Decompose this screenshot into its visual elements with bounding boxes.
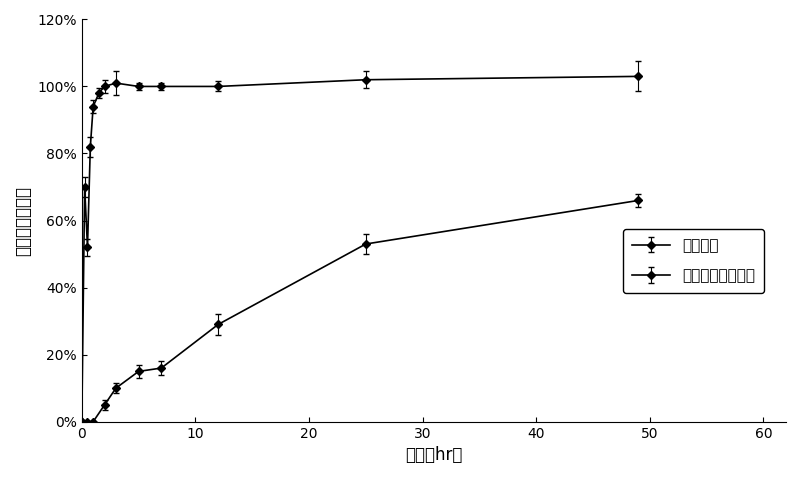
Y-axis label: 累积释放百分率: 累积释放百分率 <box>14 185 32 256</box>
X-axis label: 时间（hr）: 时间（hr） <box>406 446 462 464</box>
Legend: 市售制剑, 磷脂复合物注射剑: 市售制剑, 磷脂复合物注射剑 <box>622 229 764 293</box>
